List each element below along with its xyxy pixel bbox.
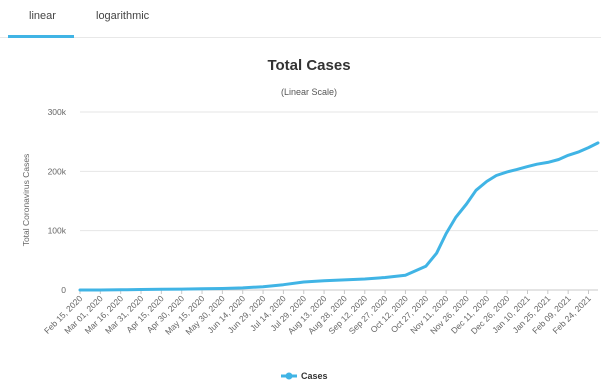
legend-label-cases: Cases — [301, 371, 328, 381]
tab-logarithmic[interactable]: logarithmic — [96, 10, 150, 22]
y-axis-ticks: 0 100k 200k 300k — [48, 107, 67, 295]
chart-subtitle: (Linear Scale) — [281, 87, 337, 97]
y-axis-title: Total Coronavirus Cases — [21, 154, 31, 247]
gridlines — [80, 111, 598, 291]
y-tick-label: 100k — [48, 226, 67, 236]
legend-swatch-marker — [285, 372, 293, 380]
scale-tabs: linear logarithmic — [0, 0, 601, 38]
tab-linear[interactable]: linear — [29, 10, 56, 22]
chart-title: Total Cases — [267, 57, 350, 74]
legend[interactable]: Cases — [281, 371, 328, 381]
y-tick-label: 300k — [48, 107, 67, 117]
active-tab-indicator — [8, 35, 74, 38]
y-tick-label: 0 — [61, 285, 66, 295]
y-tick-label: 200k — [48, 166, 67, 176]
cases-series-line — [78, 141, 600, 292]
